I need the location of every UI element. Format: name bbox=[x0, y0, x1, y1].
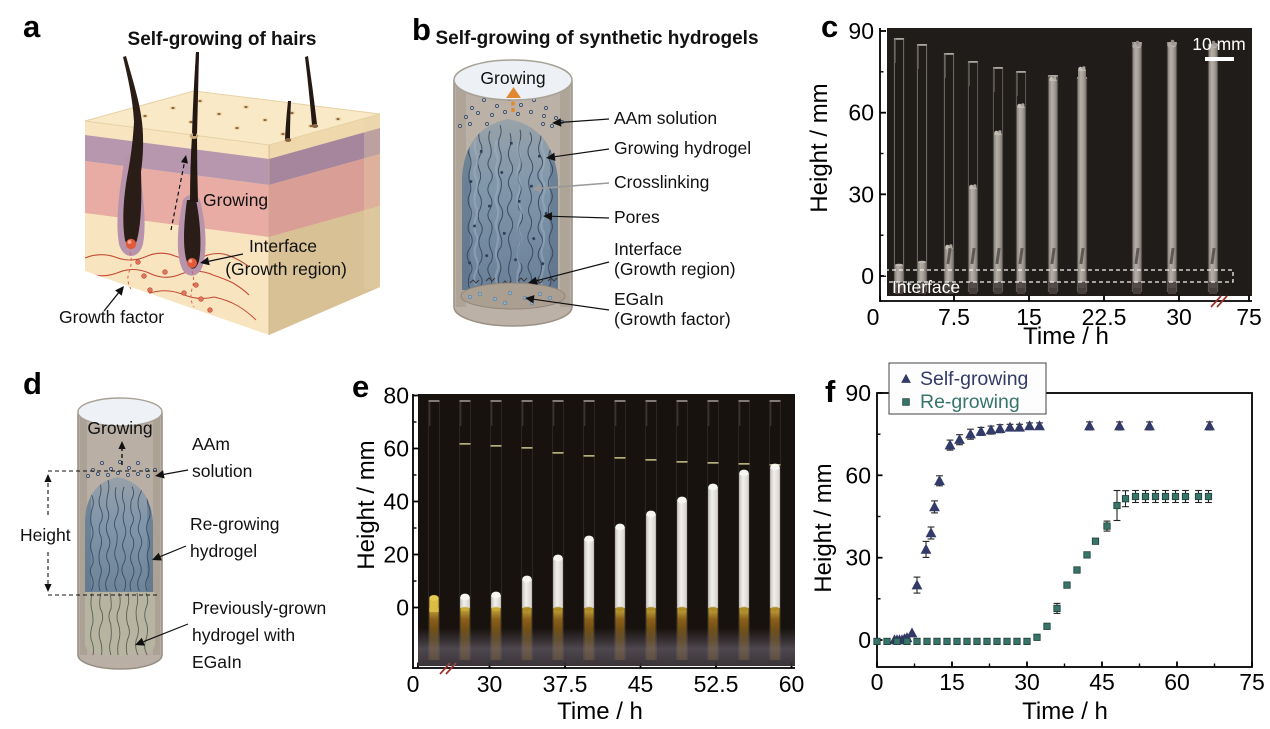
svg-text:Time / h: Time / h bbox=[1022, 698, 1108, 725]
svg-text:60: 60 bbox=[848, 100, 874, 126]
svg-text:Height / mm: Height / mm bbox=[806, 83, 833, 212]
svg-text:90: 90 bbox=[848, 18, 874, 44]
svg-text:60: 60 bbox=[1164, 669, 1190, 695]
svg-text:30: 30 bbox=[1014, 669, 1040, 695]
svg-text:20: 20 bbox=[383, 542, 409, 568]
svg-text:Time / h: Time / h bbox=[557, 698, 643, 725]
svg-text:EGaIn: EGaIn bbox=[614, 289, 664, 309]
svg-text:30: 30 bbox=[477, 671, 503, 697]
svg-text:d: d bbox=[23, 366, 42, 401]
svg-text:30: 30 bbox=[845, 545, 871, 571]
svg-text:0: 0 bbox=[867, 304, 880, 330]
svg-text:Growing: Growing bbox=[87, 418, 152, 438]
svg-text:60: 60 bbox=[845, 462, 871, 488]
svg-text:Interface: Interface bbox=[892, 277, 960, 297]
svg-text:AAm: AAm bbox=[192, 434, 230, 454]
svg-text:Self-growing: Self-growing bbox=[920, 368, 1028, 390]
svg-text:30: 30 bbox=[848, 181, 874, 207]
svg-text:7.5: 7.5 bbox=[938, 304, 970, 330]
svg-text:Re-growing: Re-growing bbox=[920, 391, 1020, 413]
svg-text:solution: solution bbox=[192, 461, 252, 481]
svg-text:Height: Height bbox=[20, 525, 71, 545]
svg-text:hydrogel with: hydrogel with bbox=[192, 625, 295, 645]
svg-text:Previously-grown: Previously-grown bbox=[192, 598, 326, 618]
svg-text:AAm solution: AAm solution bbox=[614, 108, 717, 128]
svg-text:Growing: Growing bbox=[203, 190, 268, 210]
svg-text:Growing hydrogel: Growing hydrogel bbox=[614, 138, 751, 158]
svg-text:e: e bbox=[352, 369, 369, 404]
svg-text:(Growth region): (Growth region) bbox=[614, 259, 736, 279]
svg-text:0: 0 bbox=[858, 627, 871, 653]
svg-text:c: c bbox=[821, 9, 838, 44]
svg-text:22.5: 22.5 bbox=[1082, 304, 1127, 330]
svg-text:15: 15 bbox=[1016, 304, 1042, 330]
svg-text:b: b bbox=[412, 12, 431, 47]
svg-text:30: 30 bbox=[1166, 304, 1192, 330]
svg-text:0: 0 bbox=[396, 595, 409, 621]
svg-text:(Growth region): (Growth region) bbox=[225, 259, 347, 279]
svg-text:f: f bbox=[825, 374, 836, 409]
svg-text:60: 60 bbox=[383, 436, 409, 462]
svg-text:Height / mm: Height / mm bbox=[810, 463, 837, 592]
svg-text:Re-growing: Re-growing bbox=[190, 514, 279, 534]
svg-text:Height / mm: Height / mm bbox=[353, 440, 380, 569]
svg-text:60: 60 bbox=[779, 671, 805, 697]
svg-text:Interface: Interface bbox=[249, 236, 317, 256]
svg-text:(Growth factor): (Growth factor) bbox=[614, 309, 731, 329]
svg-text:Self-growing of hairs: Self-growing of hairs bbox=[128, 29, 317, 50]
svg-text:Interface: Interface bbox=[614, 239, 682, 259]
svg-text:75: 75 bbox=[1239, 669, 1265, 695]
svg-text:Crosslinking: Crosslinking bbox=[614, 172, 709, 192]
svg-text:0: 0 bbox=[861, 263, 874, 289]
svg-text:75: 75 bbox=[1236, 304, 1262, 330]
svg-text:37.5: 37.5 bbox=[543, 671, 588, 697]
svg-text:hydrogel: hydrogel bbox=[190, 541, 257, 561]
svg-text:Growing: Growing bbox=[480, 68, 545, 88]
svg-text:40: 40 bbox=[383, 489, 409, 515]
svg-text:15: 15 bbox=[939, 669, 965, 695]
svg-text:Time / h: Time / h bbox=[1023, 323, 1109, 350]
svg-text:Pores: Pores bbox=[614, 207, 660, 227]
svg-text:Growth factor: Growth factor bbox=[59, 307, 164, 327]
svg-text:80: 80 bbox=[383, 383, 409, 409]
svg-text:45: 45 bbox=[1089, 669, 1115, 695]
svg-text:0: 0 bbox=[871, 669, 884, 695]
svg-text:EGaIn: EGaIn bbox=[192, 652, 242, 672]
svg-text:a: a bbox=[23, 9, 41, 44]
svg-text:0: 0 bbox=[407, 671, 420, 697]
svg-text:10 mm: 10 mm bbox=[1192, 34, 1245, 54]
svg-text:45: 45 bbox=[628, 671, 654, 697]
svg-text:90: 90 bbox=[845, 380, 871, 406]
svg-text:52.5: 52.5 bbox=[694, 671, 739, 697]
svg-text:Self-growing of synthetic hydr: Self-growing of synthetic hydrogels bbox=[435, 28, 758, 49]
